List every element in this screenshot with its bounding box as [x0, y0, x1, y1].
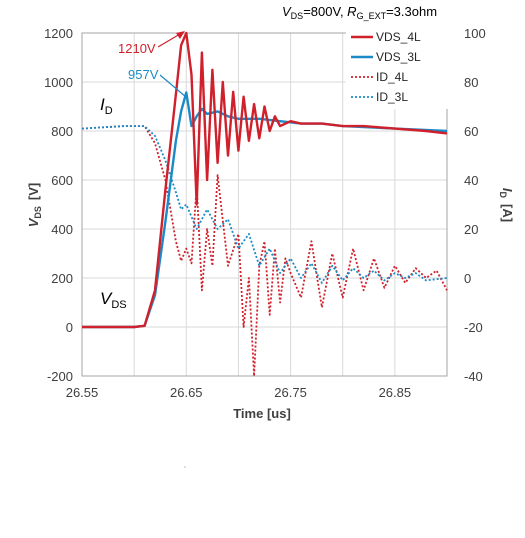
y-right-tick-label: 100 [464, 26, 486, 41]
series-layer [81, 31, 448, 377]
y-left-tick-label: 1000 [44, 75, 73, 90]
grid [82, 32, 447, 377]
x-tick-label: 26.85 [379, 385, 412, 400]
x-tick-label: 26.55 [66, 385, 99, 400]
conditions-header: VDS=800V, RG_EXT=3.3ohm [282, 4, 437, 21]
y-left-tick-label: 400 [51, 222, 73, 237]
peak-3l-arrow [159, 74, 187, 98]
series-line-id-3l [81, 125, 448, 284]
x-axis-title: Time [us] [233, 406, 291, 421]
y-left-tick-label: -200 [47, 369, 73, 384]
series-line-vds-4l [82, 31, 448, 329]
y-axis-left-title: VDS[V] [26, 183, 43, 228]
x-tick-label: 26.65 [170, 385, 203, 400]
y-right-tick-label: 20 [464, 222, 478, 237]
y-right-tick-label: 60 [464, 124, 478, 139]
y-left-tick-label: 800 [51, 124, 73, 139]
legend-label-id-4l: ID_4L [376, 70, 408, 84]
y-axis-right-title: ID[A] [498, 188, 515, 222]
y-left-tick-label: 1200 [44, 26, 73, 41]
legend: VDS_4L VDS_3L ID_4L ID_3L [346, 24, 450, 109]
tick-labels: -200020040060080010001200-40-20020406080… [44, 26, 486, 400]
y-right-tick-label: 0 [464, 271, 471, 286]
y-right-tick-label: -20 [464, 320, 483, 335]
series-line-id-4l [81, 125, 448, 377]
y-right-tick-label: 80 [464, 75, 478, 90]
legend-label-vds-4l: VDS_4L [376, 30, 421, 44]
peak-4l-arrow [157, 33, 181, 48]
id-curve-label: ID [100, 95, 113, 117]
peak-4l-arrowhead [176, 31, 185, 39]
y-right-tick-label: 40 [464, 173, 478, 188]
vds-curve-label: VDS [100, 289, 127, 311]
x-tick-label: 26.75 [274, 385, 307, 400]
y-right-tick-label: -40 [464, 369, 483, 384]
peak-4l-label: 1210V [118, 41, 156, 56]
legend-label-id-3l: ID_3L [376, 90, 408, 104]
legend-label-vds-3l: VDS_3L [376, 50, 421, 64]
y-left-tick-label: 200 [51, 271, 73, 286]
peak-3l-label: 957V [128, 67, 159, 82]
plot-frame [81, 32, 448, 377]
y-left-tick-label: 0 [66, 320, 73, 335]
y-left-tick-label: 600 [51, 173, 73, 188]
